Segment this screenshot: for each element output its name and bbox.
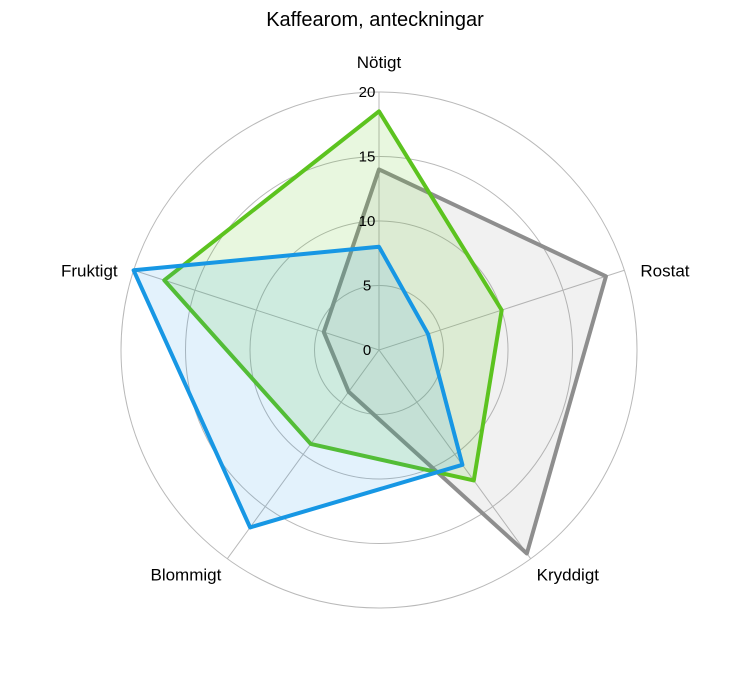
- radar-chart: Kaffearom, anteckningar 0 5 10 15 20 Nötigt R…: [0, 0, 750, 673]
- tick-label: 20: [359, 84, 376, 101]
- series-layer: [134, 111, 606, 553]
- axis-label: Fruktigt: [61, 261, 118, 280]
- axis-label: Rostat: [640, 261, 689, 280]
- axis-label: Nötigt: [357, 53, 402, 72]
- tick-label: 10: [359, 213, 376, 230]
- axis-label: Blommigt: [150, 566, 221, 585]
- tick-label: 15: [359, 149, 376, 166]
- chart-title: Kaffearom, anteckningar: [266, 9, 484, 31]
- axis-label: Kryddigt: [537, 566, 600, 585]
- tick-label: 5: [363, 278, 371, 295]
- tick-label: 0: [363, 342, 371, 359]
